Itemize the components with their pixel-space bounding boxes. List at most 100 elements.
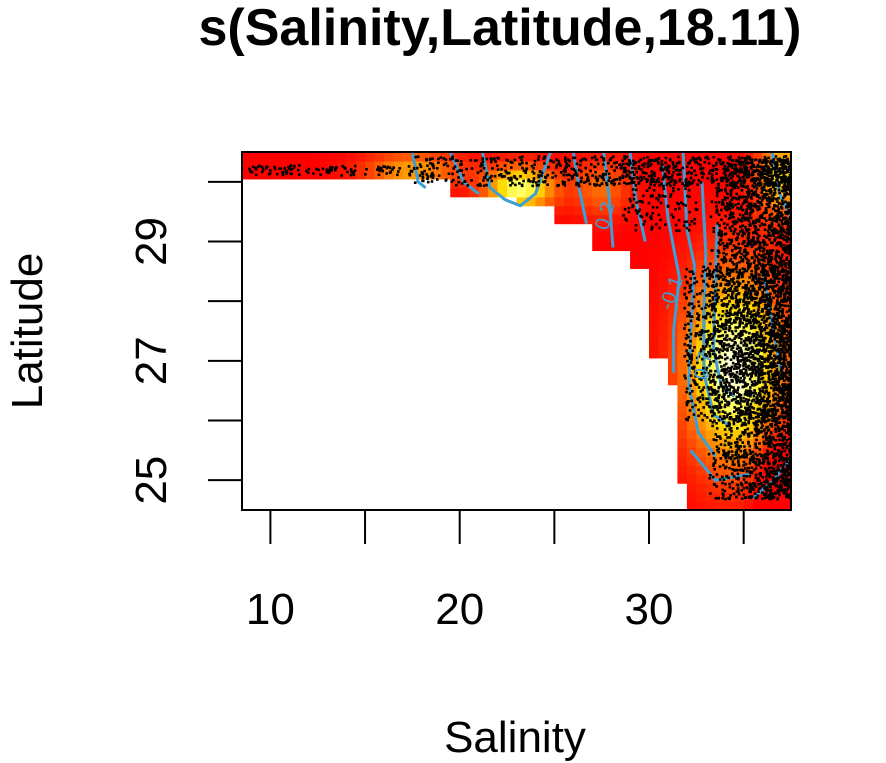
data-point (786, 379, 790, 382)
heat-cell (696, 241, 707, 252)
data-point (774, 215, 778, 218)
data-point (734, 326, 737, 329)
data-point (739, 418, 743, 422)
data-point (733, 390, 736, 393)
data-point (781, 411, 784, 415)
heat-cell (696, 295, 707, 305)
data-point (737, 386, 740, 389)
data-point (762, 346, 766, 349)
data-point (744, 159, 747, 162)
data-point (726, 202, 729, 205)
data-point (778, 215, 782, 218)
data-point (737, 407, 741, 410)
data-point (685, 390, 688, 394)
data-point (731, 454, 734, 457)
data-point (766, 272, 769, 276)
data-point (781, 275, 785, 279)
data-point (784, 323, 788, 326)
data-point (740, 252, 744, 256)
data-point (758, 244, 762, 247)
data-point (788, 398, 791, 401)
data-point (772, 323, 775, 327)
data-point (742, 464, 745, 467)
data-point (725, 323, 728, 327)
heat-cell (677, 277, 688, 287)
data-point (738, 219, 741, 222)
data-point (762, 493, 766, 496)
heat-cell (762, 402, 773, 413)
data-point (763, 179, 767, 182)
heat-cell (715, 393, 726, 404)
data-point (782, 217, 786, 221)
data-point (770, 270, 773, 273)
data-point (742, 367, 745, 371)
data-point (719, 243, 722, 246)
data-point (785, 369, 788, 373)
data-point (758, 369, 761, 372)
chart-title: s(Salinity,Latitude,18.11) (198, 0, 801, 57)
data-point (761, 424, 764, 428)
data-point (765, 283, 768, 286)
data-point (695, 371, 698, 375)
data-point (769, 482, 772, 486)
data-point (708, 352, 712, 356)
data-point (721, 314, 724, 318)
data-point (775, 373, 779, 376)
data-point (732, 321, 736, 324)
data-point (709, 362, 712, 365)
data-point (694, 375, 697, 378)
data-point (725, 309, 729, 313)
data-point (730, 378, 733, 382)
data-point (739, 481, 743, 485)
data-point (687, 290, 691, 294)
data-point (716, 328, 719, 331)
data-point (783, 330, 787, 334)
data-point (756, 412, 760, 416)
data-point (740, 259, 743, 263)
data-point (762, 395, 766, 399)
data-point (788, 297, 791, 300)
data-point (708, 312, 711, 316)
data-point (684, 337, 688, 340)
data-point (754, 300, 757, 304)
heat-cell (667, 304, 679, 314)
data-point (749, 316, 753, 319)
data-point (768, 316, 771, 320)
data-point (776, 464, 780, 467)
data-point (737, 333, 740, 336)
data-point (784, 403, 787, 406)
heat-cell (667, 152, 679, 162)
data-point (746, 394, 750, 397)
heat-cell (705, 223, 716, 234)
data-point (705, 283, 709, 286)
data-point (706, 397, 710, 401)
data-point (778, 399, 782, 403)
heat-cell (658, 152, 669, 162)
data-point (761, 188, 764, 192)
data-point (780, 350, 784, 354)
data-point (693, 370, 697, 373)
data-point (778, 277, 781, 280)
data-point (778, 306, 782, 309)
data-point (743, 181, 746, 185)
data-point (786, 387, 789, 390)
data-point (753, 356, 757, 360)
data-point (762, 268, 766, 271)
data-point (754, 344, 758, 348)
heat-cell (469, 178, 480, 189)
data-point (726, 196, 730, 200)
data-point (736, 378, 739, 381)
data-point (773, 183, 777, 187)
data-point (743, 294, 746, 297)
data-point (750, 455, 754, 459)
data-point (731, 270, 735, 273)
data-point (786, 203, 789, 206)
data-point (731, 346, 735, 349)
data-point (737, 445, 741, 449)
heat-cell (677, 232, 688, 243)
data-point (711, 320, 715, 324)
heat-cell (715, 250, 726, 260)
data-point (748, 289, 751, 292)
data-point (752, 394, 756, 398)
data-point (766, 461, 770, 464)
